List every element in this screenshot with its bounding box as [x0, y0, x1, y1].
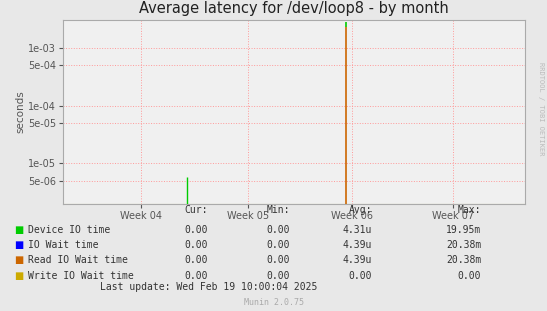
Text: ■: ■: [14, 225, 23, 234]
Y-axis label: seconds: seconds: [15, 91, 25, 133]
Text: Max:: Max:: [458, 205, 481, 215]
Text: Munin 2.0.75: Munin 2.0.75: [243, 298, 304, 307]
Text: 4.39u: 4.39u: [342, 240, 372, 250]
Text: 0.00: 0.00: [266, 271, 290, 281]
Text: 0.00: 0.00: [266, 255, 290, 265]
Text: Read IO Wait time: Read IO Wait time: [28, 255, 129, 265]
Text: ■: ■: [14, 240, 23, 250]
Text: RRDTOOL / TOBI OETIKER: RRDTOOL / TOBI OETIKER: [538, 62, 544, 156]
Text: Min:: Min:: [266, 205, 290, 215]
Text: 0.00: 0.00: [184, 225, 208, 234]
Text: 4.31u: 4.31u: [342, 225, 372, 234]
Text: Device IO time: Device IO time: [28, 225, 110, 234]
Text: ■: ■: [14, 255, 23, 265]
Text: 4.39u: 4.39u: [342, 255, 372, 265]
Text: 0.00: 0.00: [266, 240, 290, 250]
Text: Last update: Wed Feb 19 10:00:04 2025: Last update: Wed Feb 19 10:00:04 2025: [100, 282, 317, 292]
Text: 19.95m: 19.95m: [446, 225, 481, 234]
Text: 0.00: 0.00: [184, 255, 208, 265]
Text: Avg:: Avg:: [348, 205, 372, 215]
Text: Write IO Wait time: Write IO Wait time: [28, 271, 134, 281]
Text: Cur:: Cur:: [184, 205, 208, 215]
Text: ■: ■: [14, 271, 23, 281]
Text: 20.38m: 20.38m: [446, 240, 481, 250]
Title: Average latency for /dev/loop8 - by month: Average latency for /dev/loop8 - by mont…: [139, 1, 449, 16]
Text: 0.00: 0.00: [348, 271, 372, 281]
Text: 0.00: 0.00: [184, 271, 208, 281]
Text: 0.00: 0.00: [458, 271, 481, 281]
Text: 20.38m: 20.38m: [446, 255, 481, 265]
Text: IO Wait time: IO Wait time: [28, 240, 99, 250]
Text: 0.00: 0.00: [266, 225, 290, 234]
Text: 0.00: 0.00: [184, 240, 208, 250]
